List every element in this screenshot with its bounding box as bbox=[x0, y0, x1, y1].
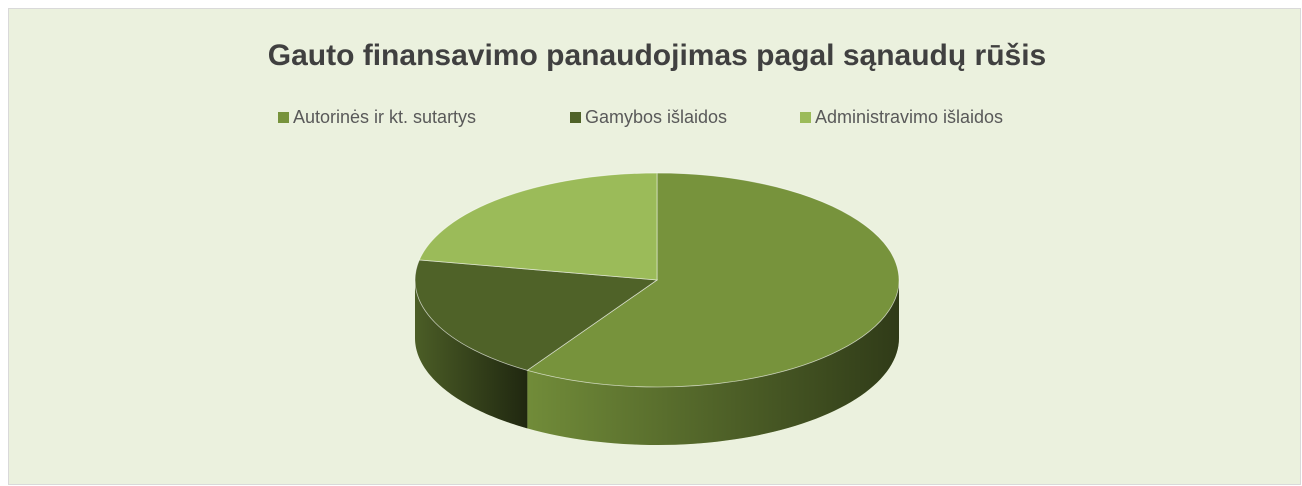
slice-side-shade bbox=[415, 280, 528, 429]
legend-swatch bbox=[570, 112, 581, 123]
legend-label: Autorinės ir kt. sutartys bbox=[293, 107, 476, 127]
slice bbox=[526, 172, 900, 388]
legend-label: Administravimo išlaidos bbox=[815, 107, 1003, 127]
slice bbox=[414, 259, 659, 371]
slice bbox=[418, 172, 658, 281]
legend-label: Gamybos išlaidos bbox=[585, 107, 727, 127]
legend-swatch bbox=[800, 112, 811, 123]
chart-title: Gauto finansavimo panaudojimas pagal sąn… bbox=[268, 39, 1047, 72]
legend-swatch bbox=[278, 112, 289, 123]
slice-side-shade bbox=[527, 280, 899, 445]
